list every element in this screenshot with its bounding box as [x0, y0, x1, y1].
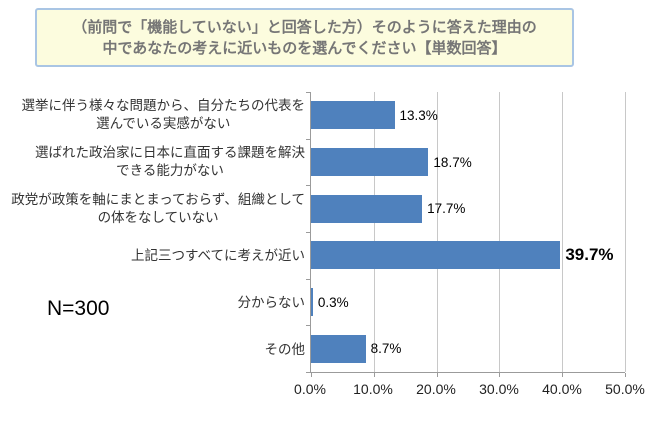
gridline [436, 92, 438, 372]
x-axis-labels: 0.0% 10.0% 20.0% 30.0% 40.0% 50.0% [294, 381, 645, 399]
x-axis-label: 50.0% [605, 381, 645, 397]
y-axis-tick [306, 372, 310, 373]
category-label-row: 選ばれた政治家に日本に直面する課題を解決 できる能力がない [0, 139, 305, 186]
category-label: 分からない [237, 294, 306, 310]
x-axis-tick [311, 373, 312, 377]
x-axis-label: 0.0% [294, 381, 326, 397]
bars-container: 13.3% 18.7% 17.7% 39.7% 0.3% 8.7% [311, 92, 625, 372]
gridline [373, 92, 375, 372]
bar-row: 17.7% [311, 185, 625, 232]
gridline [562, 92, 564, 372]
bar-row: 18.7% [311, 139, 625, 186]
category-label-row: その他 [0, 326, 306, 373]
gridline [625, 92, 626, 372]
x-axis-label: 30.0% [479, 381, 519, 397]
y-axis-tick [306, 325, 310, 327]
bar-row: 13.3% [311, 92, 625, 139]
x-axis-tick [373, 373, 375, 377]
x-axis-label: 40.0% [542, 381, 582, 397]
x-axis-label: 10.0% [353, 381, 393, 397]
category-label-row: 選挙に伴う様々な問題から、自分たちの代表を 選んでいる実感がない [0, 92, 306, 139]
category-label: その他 [264, 341, 306, 357]
bar[interactable] [311, 241, 561, 270]
sample-size-label: N=300 [47, 297, 110, 320]
category-label-row: 政党が政策を軸にまとまっておらず、組織として の体をなしていない [0, 186, 305, 233]
bar-row: 8.7% [311, 325, 625, 372]
category-label-row: 分からない [0, 279, 306, 326]
bar[interactable] [311, 148, 429, 176]
category-axis: 選挙に伴う様々な問題から、自分たちの代表を 選んでいる実感がない 選ばれた政治家… [0, 92, 305, 373]
category-label: 選挙に伴う様々な問題から、自分たちの代表を 選んでいる実感がない [21, 98, 306, 132]
x-axis-label: 20.0% [416, 381, 456, 397]
x-axis-tick [625, 373, 626, 377]
bar-value-label: 17.7% [427, 201, 466, 217]
question-title-line2: 中であなたの考えに近いものを選んでください【単数回答】 [102, 39, 507, 57]
bar-row: 0.3% [311, 279, 625, 326]
bar-value-label: 0.3% [317, 294, 349, 310]
y-axis-tick [306, 138, 310, 140]
category-label: 選ばれた政治家に日本に直面する課題を解決 できる能力がない [35, 145, 305, 179]
bar-value-label-emphasized: 39.7% [565, 245, 614, 265]
category-label: 上記三つすべてに考えが近い [130, 247, 305, 263]
category-label: 政党が政策を軸にまとまっておらず、組織として の体をなしていない [11, 192, 305, 226]
bar[interactable] [311, 334, 366, 363]
bar-value-label: 8.7% [370, 341, 402, 357]
x-axis-tick [562, 373, 564, 377]
y-axis-tick [306, 278, 310, 280]
category-label-row: 上記三つすべてに考えが近い [0, 232, 305, 279]
y-axis-tick [306, 185, 310, 187]
bar-row: 39.7% [311, 232, 625, 279]
question-title-box: （前問で「機能していない」と回答した方）そのように答えた理由の 中であなたの考え… [35, 8, 574, 67]
x-axis-tick [499, 373, 501, 377]
bar-value-label: 18.7% [433, 154, 472, 170]
bar[interactable] [311, 194, 423, 223]
plot-area: 13.3% 18.7% 17.7% 39.7% 0.3% 8.7% [306, 92, 626, 377]
bar[interactable] [311, 101, 395, 130]
x-axis-tick [436, 373, 438, 377]
y-axis-tick [306, 232, 310, 233]
bar-value-label: 13.3% [399, 107, 438, 123]
gridline [499, 92, 501, 372]
question-title-line1: （前問で「機能していない」と回答した方）そのように答えた理由の [72, 18, 537, 36]
y-axis-tick [306, 92, 310, 93]
bar[interactable] [311, 288, 313, 317]
